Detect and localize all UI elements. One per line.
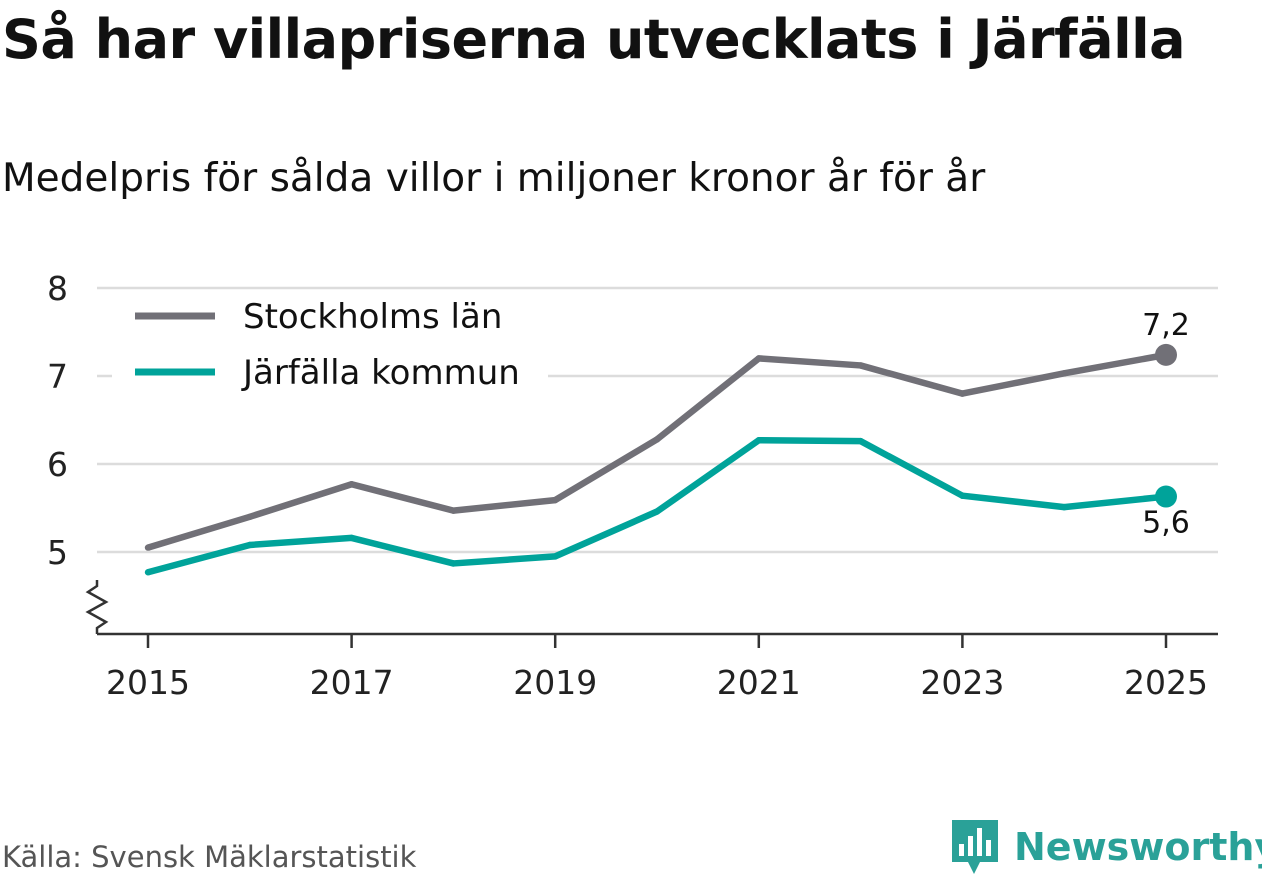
- x-axis-ticks: 2015 2017 2019 2021 2023 2025: [106, 634, 1208, 702]
- data-point: [959, 492, 966, 499]
- y-tick-label: 8: [47, 269, 68, 308]
- y-tick-label: 6: [47, 445, 68, 484]
- gridlines: [97, 286, 1218, 554]
- data-point: [348, 481, 355, 488]
- data-point: [857, 362, 864, 369]
- y-tick-label: 5: [47, 533, 68, 572]
- source-note: Källa: Svensk Mäklarstatistik: [2, 840, 417, 874]
- end-value-label: 5,6: [1142, 506, 1190, 541]
- data-point: [246, 541, 253, 549]
- data-point: [653, 508, 661, 515]
- x-tick-label: 2021: [717, 663, 801, 702]
- data-point: [1061, 503, 1068, 511]
- data-point: [552, 553, 559, 560]
- brand-name: Newsworthy: [1014, 825, 1262, 869]
- data-point: [348, 534, 355, 542]
- brand-logo: Newsworthy: [950, 818, 1262, 876]
- data-point: [450, 507, 457, 514]
- x-tick-label: 2015: [106, 663, 190, 702]
- chart-subtitle: Medelpris för sålda villor i miljoner kr…: [2, 156, 986, 201]
- x-tick-label: 2017: [310, 663, 394, 702]
- y-axis-break-icon: [85, 580, 109, 634]
- legend-background: [112, 292, 548, 400]
- data-point: [755, 437, 762, 444]
- end-point-marker: [1155, 343, 1177, 366]
- newsworthy-logo-icon: [952, 820, 998, 874]
- data-point: [755, 355, 762, 362]
- y-axis-ticks: 5 6 7 8: [47, 269, 68, 572]
- x-axis: [85, 580, 1218, 636]
- data-point: [857, 437, 864, 445]
- data-point: [1061, 370, 1068, 377]
- legend-label: Järfälla kommun: [241, 353, 520, 393]
- end-value-label: 7,2: [1142, 308, 1190, 343]
- data-point: [653, 436, 661, 443]
- data-point: [144, 544, 152, 551]
- x-tick-label: 2023: [920, 663, 1004, 702]
- data-point: [552, 496, 559, 504]
- data-point: [450, 560, 457, 567]
- data-point: [959, 390, 966, 397]
- series-stockholms-lan: 7,2: [144, 308, 1190, 551]
- end-point-marker: [1155, 485, 1177, 508]
- series: 7,2 5,6: [144, 308, 1190, 576]
- data-point: [144, 569, 152, 576]
- data-point: [246, 513, 253, 520]
- legend-label: Stockholms län: [243, 297, 502, 337]
- x-tick-label: 2019: [513, 663, 597, 702]
- y-tick-label: 7: [47, 357, 68, 396]
- series-jarfalla-kommun: 5,6: [144, 436, 1190, 576]
- x-tick-label: 2025: [1124, 663, 1208, 702]
- legend: Stockholms län Järfälla kommun: [112, 292, 548, 400]
- chart-title: Så har villapriserna utvecklats i Järfäl…: [2, 8, 1186, 71]
